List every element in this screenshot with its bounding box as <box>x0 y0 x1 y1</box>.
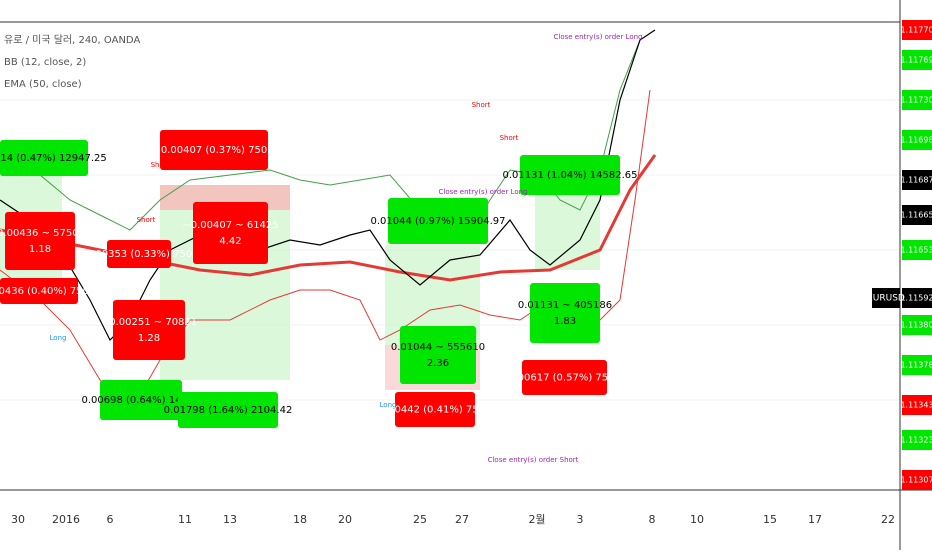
order-marker: Close entry(s) order Short <box>488 456 579 464</box>
annotations: 00514 (0.47%) 12947.25 −0.00436 ~ 575000 1… <box>0 130 638 428</box>
order-marker: Close entry(s) order Long <box>554 33 643 41</box>
trade-text: 0.00436 (0.40%) 7500 <box>0 286 95 297</box>
markers: Short Short Short Short Long Long Close entry(… <box>50 33 643 464</box>
date-label: 15 <box>763 513 777 526</box>
trade-text: 0.01131 ~ 405186 <box>518 300 612 311</box>
price-label: 1.11323 <box>900 436 932 445</box>
trade-zone <box>535 195 600 270</box>
legend-line: BB (12, close, 2) <box>4 57 86 68</box>
trade-box <box>395 392 475 427</box>
date-label: 25 <box>413 513 427 526</box>
date-label: 17 <box>808 513 822 526</box>
order-marker: Short <box>472 101 491 109</box>
trade-text: 1.28 <box>138 333 160 344</box>
legend: 유로 / 미국 달러, 240, OANDA BB (12, close, 2) E… <box>4 34 140 90</box>
trade-text: 0.01044 ~ 555610 <box>391 342 485 353</box>
trade-text: 0.01044 (0.97%) 15904.97 <box>371 216 506 227</box>
date-label: 3 <box>577 513 584 526</box>
trade-text: 0.00407 (0.37%) 750 <box>161 145 267 156</box>
legend-line: EMA (50, close) <box>4 79 82 90</box>
trade-box <box>530 283 600 343</box>
symbol-box <box>872 288 900 308</box>
trade-box <box>107 240 171 268</box>
price-label-box <box>902 20 932 40</box>
price-label-box <box>902 470 932 490</box>
price-label-box <box>902 205 932 225</box>
trade-text: 0.00617 (0.57%) 7500 <box>508 373 621 384</box>
trade-text: 0.00442 (0.41%) 7500 <box>379 405 492 416</box>
trade-box <box>160 130 268 170</box>
trade-box <box>388 198 488 244</box>
trade-text: −0.00436 ~ 575000 <box>0 228 91 239</box>
trade-text: 0.00698 (0.64%) 14943 <box>81 395 200 406</box>
date-label: 18 <box>293 513 307 526</box>
trade-text: 1.18 <box>29 244 51 255</box>
price-label: 1.11380 <box>900 321 932 330</box>
price-label: 1.11687 <box>900 176 932 185</box>
price-label-box <box>902 355 932 375</box>
date-label: 10 <box>690 513 704 526</box>
price-label-box <box>902 430 932 450</box>
date-label: 2월 <box>528 513 545 526</box>
trade-box <box>0 140 88 176</box>
price-axis: 1.11770 1.11769 1.11730 1.11698 1.11687 1.116… <box>900 20 932 490</box>
price-label: 1.11665 <box>900 211 932 220</box>
trade-box <box>100 380 182 420</box>
trade-box <box>113 300 185 360</box>
price-label: 1.11378 <box>900 361 932 370</box>
price-label-box <box>902 395 932 415</box>
price-label-box <box>902 315 932 335</box>
order-marker: Short <box>151 161 170 169</box>
upper-band <box>0 39 641 241</box>
price-label-box <box>902 50 932 70</box>
trade-box <box>520 155 620 195</box>
time-axis: 30 2016 6 11 13 18 20 25 27 2월 3 8 10 15 17 22 <box>11 513 895 526</box>
date-label: 2016 <box>52 513 80 526</box>
trade-text: 0.00353 (0.33%) 750 <box>86 249 192 260</box>
date-label: 13 <box>223 513 237 526</box>
price-label: 1.11653 <box>900 246 932 255</box>
trade-text: 4.42 <box>219 236 241 247</box>
trade-box <box>400 326 476 384</box>
trade-box <box>193 202 268 264</box>
price-label-box <box>902 288 932 308</box>
price-label: 1.11698 <box>900 136 932 145</box>
date-label: 30 <box>11 513 25 526</box>
price-label: 1.11770 <box>900 26 932 35</box>
price-label-box <box>902 240 932 260</box>
order-marker: Short <box>500 134 519 142</box>
trade-box <box>178 392 278 428</box>
trade-box <box>5 212 75 270</box>
order-marker: Long <box>50 334 67 342</box>
trade-text: 0.01131 (1.04%) 14582.65 <box>503 170 638 181</box>
trade-box <box>0 278 78 304</box>
date-label: 8 <box>649 513 656 526</box>
date-label: 22 <box>881 513 895 526</box>
trade-box <box>522 360 607 395</box>
price-label-box <box>902 170 932 190</box>
trade-text: 00514 (0.47%) 12947.25 <box>0 153 107 164</box>
price-label: 1.11592 <box>900 294 932 303</box>
price-label-box <box>902 130 932 150</box>
price-label: 1.11730 <box>900 96 932 105</box>
trade-text: −0.00251 ~ 70821 <box>101 317 197 328</box>
date-label: 27 <box>455 513 469 526</box>
price-label: 1.11307 <box>900 476 932 485</box>
order-marker: Short <box>137 216 156 224</box>
order-marker: Close entry(s) order Long <box>439 188 528 196</box>
price-label: 1.11343 <box>900 401 932 410</box>
price-label: 1.11769 <box>900 56 932 65</box>
date-label: 6 <box>107 513 114 526</box>
legend-line: 유로 / 미국 달러, 240, OANDA <box>4 34 140 46</box>
symbol-label: EURUSD <box>867 294 905 304</box>
trade-text: −0.00407 ~ 61425 <box>182 220 278 231</box>
date-label: 20 <box>338 513 352 526</box>
price-label-box <box>902 90 932 110</box>
trade-text: 0.01798 (1.64%) 2104.42 <box>164 405 293 416</box>
trade-text: 1.83 <box>554 316 576 327</box>
date-label: 11 <box>178 513 192 526</box>
order-marker: Long <box>380 401 397 409</box>
trade-text: 2.36 <box>427 358 449 369</box>
